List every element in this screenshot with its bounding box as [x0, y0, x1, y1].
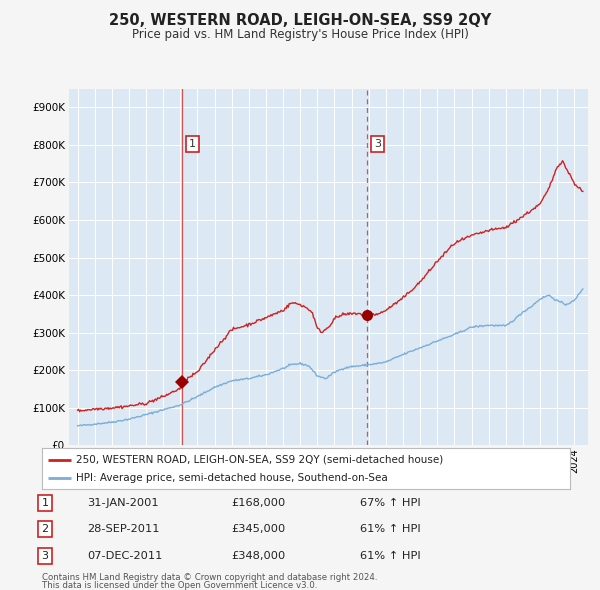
Text: 07-DEC-2011: 07-DEC-2011 — [87, 551, 163, 560]
Text: 250, WESTERN ROAD, LEIGH-ON-SEA, SS9 2QY: 250, WESTERN ROAD, LEIGH-ON-SEA, SS9 2QY — [109, 13, 491, 28]
Text: 250, WESTERN ROAD, LEIGH-ON-SEA, SS9 2QY (semi-detached house): 250, WESTERN ROAD, LEIGH-ON-SEA, SS9 2QY… — [76, 455, 443, 465]
Text: 67% ↑ HPI: 67% ↑ HPI — [360, 498, 421, 507]
Text: 31-JAN-2001: 31-JAN-2001 — [87, 498, 158, 507]
Text: £345,000: £345,000 — [231, 525, 285, 534]
Text: Price paid vs. HM Land Registry's House Price Index (HPI): Price paid vs. HM Land Registry's House … — [131, 28, 469, 41]
Text: 61% ↑ HPI: 61% ↑ HPI — [360, 551, 421, 560]
Text: 1: 1 — [41, 498, 49, 507]
Text: Contains HM Land Registry data © Crown copyright and database right 2024.: Contains HM Land Registry data © Crown c… — [42, 572, 377, 582]
Text: 3: 3 — [41, 551, 49, 560]
Text: £348,000: £348,000 — [231, 551, 285, 560]
Text: 28-SEP-2011: 28-SEP-2011 — [87, 525, 160, 534]
Text: £168,000: £168,000 — [231, 498, 285, 507]
Text: 2: 2 — [41, 525, 49, 534]
Text: HPI: Average price, semi-detached house, Southend-on-Sea: HPI: Average price, semi-detached house,… — [76, 474, 388, 483]
Text: 3: 3 — [374, 139, 381, 149]
Text: 1: 1 — [188, 139, 196, 149]
Text: 61% ↑ HPI: 61% ↑ HPI — [360, 525, 421, 534]
Text: This data is licensed under the Open Government Licence v3.0.: This data is licensed under the Open Gov… — [42, 581, 317, 590]
